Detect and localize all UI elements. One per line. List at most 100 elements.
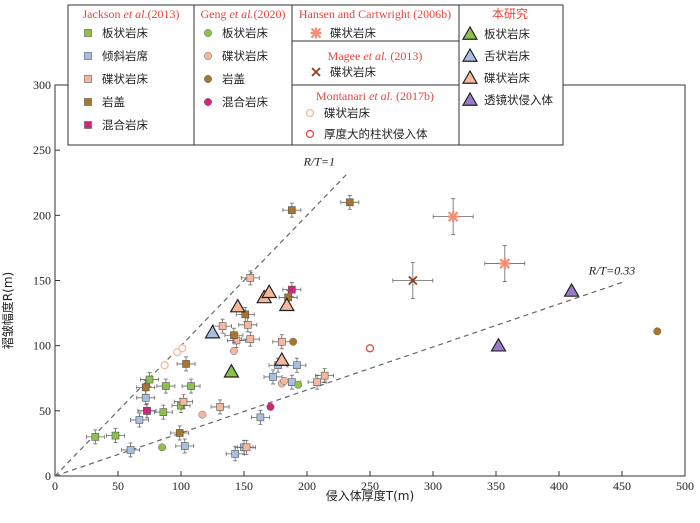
- legend-item: 碟状岩床: [461, 69, 530, 85]
- data-point: [272, 334, 292, 350]
- legend-group-title: Magee et al. (2013): [328, 49, 423, 63]
- data-point: [287, 357, 307, 373]
- x-tick-label: 50: [112, 479, 124, 493]
- legend-item: 板状岩床: [84, 26, 148, 40]
- data-point: [653, 327, 662, 336]
- data-point: [174, 394, 193, 410]
- legend-item-label: 板状岩床: [222, 26, 268, 40]
- legend-group-title: Geng et al.(2020): [201, 7, 286, 21]
- data-point: [490, 337, 507, 352]
- data-point: [160, 361, 169, 370]
- legend-item-label: 倾斜岩席: [102, 49, 148, 63]
- data-point: [266, 402, 275, 411]
- ratio-line: [54, 173, 348, 477]
- data-point: [175, 438, 195, 454]
- ratio-line-label: R/T=0.33: [588, 263, 635, 277]
- data-point: [181, 378, 201, 394]
- data-point: [158, 443, 167, 452]
- data-point: [432, 198, 474, 236]
- legend-item: 板状岩床: [204, 26, 268, 40]
- data-point: [365, 344, 375, 353]
- legend-item-label: 厚度大的柱状侵入体: [324, 127, 428, 141]
- data-point: [289, 337, 298, 346]
- data-point: [223, 363, 240, 378]
- data-point: [261, 284, 278, 299]
- data-point: [176, 356, 196, 372]
- data-point: [229, 298, 246, 313]
- legend: Jackson et al.(2013)板状岩床倾斜岩席碟状岩床岩盖混合岩床Ge…: [67, 4, 564, 146]
- legend-item: 岩盖: [84, 95, 125, 109]
- legend-item: 混合岩床: [84, 118, 148, 132]
- legend-item-label: 碟状岩床: [330, 26, 376, 40]
- legend-item-label: 碟状岩床: [484, 71, 530, 85]
- data-point: [282, 282, 302, 298]
- data-point: [340, 194, 360, 210]
- data-point: [225, 446, 245, 462]
- y-tick-label: 250: [33, 143, 51, 157]
- legend-item-label: 岩盖: [222, 72, 245, 86]
- legend-item: 岩盖: [204, 72, 245, 86]
- data-point: [178, 344, 187, 353]
- legend-item: 厚度大的柱状侵入体: [305, 127, 428, 141]
- y-tick-label: 200: [33, 208, 51, 222]
- legend-group-title: Jackson et al.(2013): [83, 7, 180, 21]
- x-tick-label: 150: [235, 479, 253, 493]
- y-tick-label: 300: [33, 78, 51, 92]
- data-point: [153, 404, 173, 420]
- data-point: [136, 379, 156, 395]
- legend-item-label: 透镜状侵入体: [484, 93, 553, 107]
- data-point: [106, 428, 125, 443]
- legend-item: 板状岩床: [461, 25, 530, 41]
- y-tick-label: 150: [33, 274, 51, 288]
- legend-item: 碟状岩床: [311, 65, 376, 79]
- data-point: [237, 439, 256, 455]
- ratio-line: [54, 281, 623, 477]
- x-tick-label: 200: [298, 479, 316, 493]
- x-tick-label: 300: [424, 479, 442, 493]
- legend-item-label: 板状岩床: [102, 26, 148, 40]
- x-axis-label: 侵入体厚度T(m): [326, 488, 414, 503]
- data-point: [229, 346, 238, 355]
- data-point: [204, 324, 221, 339]
- x-tick-label: 450: [613, 479, 631, 493]
- legend-item-label: 碟状岩床: [330, 65, 376, 79]
- legend-group-title: Hansen and Cartwright (2006b): [299, 7, 451, 21]
- data-point: [121, 442, 141, 458]
- data-point: [484, 245, 526, 282]
- data-point: [273, 351, 290, 366]
- x-tick-label: 500: [676, 479, 694, 493]
- data-point: [563, 282, 580, 297]
- data-point: [85, 429, 105, 445]
- x-tick-label: 100: [172, 479, 190, 493]
- legend-item-label: 岩盖: [102, 95, 125, 109]
- legend-item: 舌状岩床: [461, 47, 530, 63]
- y-axis-label: 褶皱幅度R(m): [0, 272, 15, 349]
- data-point: [198, 410, 207, 419]
- data-point: [282, 202, 302, 218]
- x-tick-label: 0: [52, 479, 58, 493]
- x-tick-label: 250: [361, 479, 379, 493]
- y-tick-label: 50: [39, 404, 51, 418]
- legend-item: 碟状岩床: [310, 26, 376, 40]
- legend-item: 倾斜岩席: [84, 49, 148, 63]
- legend-item-label: 板状岩床: [484, 27, 530, 41]
- data-point: [294, 380, 303, 389]
- data-point: [130, 412, 149, 428]
- legend-group-title: 本研究: [492, 6, 528, 21]
- data-point: [315, 368, 335, 384]
- y-tick-label: 0: [45, 469, 51, 483]
- data-point: [213, 318, 232, 334]
- x-tick-label: 350: [487, 479, 505, 493]
- legend-item-label: 碟状岩床: [102, 72, 148, 86]
- data-point: [170, 425, 190, 441]
- legend-item: 透镜状侵入体: [461, 91, 553, 107]
- ratio-line-label: R/T=1: [303, 155, 335, 169]
- legend-item: 碟状岩床: [204, 49, 268, 63]
- data-point: [240, 331, 260, 347]
- data-point: [235, 306, 255, 322]
- legend-group-title: Montanari et al. (2017b): [316, 89, 434, 103]
- data-point: [238, 317, 258, 333]
- data-point: [278, 297, 295, 312]
